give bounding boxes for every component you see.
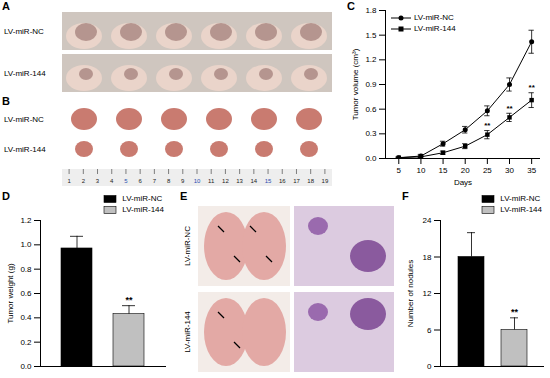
html-text:C: C	[347, 0, 355, 12]
svg-text:25: 25	[483, 166, 492, 175]
html-text:LV-miR-NC: LV-miR-NC	[414, 13, 454, 22]
svg-text:0.8: 0.8	[20, 265, 32, 274]
svg-text:14: 14	[250, 178, 257, 184]
svg-text:8: 8	[167, 178, 171, 184]
svg-text:2: 2	[82, 178, 86, 184]
svg-text:Number of nodules: Number of nodules	[406, 260, 415, 328]
svg-text:LV-miR-NC: LV-miR-NC	[183, 226, 192, 266]
svg-text:0.9: 0.9	[365, 80, 377, 89]
html-text:LV-miR-NC: LV-miR-NC	[500, 194, 541, 203]
svg-text:LV-miR-144: LV-miR-144	[4, 69, 46, 78]
svg-text:7: 7	[153, 178, 157, 184]
svg-text:0.6: 0.6	[365, 105, 377, 114]
svg-text:**: **	[125, 295, 133, 305]
html-text:B: B	[2, 95, 10, 107]
svg-text:9: 9	[181, 178, 185, 184]
svg-text:Days: Days	[454, 178, 472, 187]
svg-text:1.8: 1.8	[365, 6, 377, 15]
svg-text:1: 1	[67, 178, 71, 184]
svg-text:18: 18	[423, 253, 432, 262]
svg-text:0.2: 0.2	[20, 338, 32, 347]
svg-text:0.0: 0.0	[365, 154, 377, 163]
svg-text:3: 3	[96, 178, 100, 184]
svg-text:18: 18	[307, 178, 314, 184]
svg-text:Tumor volume (cm³): Tumor volume (cm³)	[351, 48, 360, 120]
svg-text:19: 19	[322, 178, 329, 184]
svg-text:**: **	[529, 83, 536, 92]
svg-text:**: **	[506, 104, 513, 113]
svg-text:35: 35	[527, 166, 536, 175]
svg-text:Tumor weight (g): Tumor weight (g)	[6, 263, 15, 324]
svg-text:**: **	[511, 307, 519, 317]
svg-text:24: 24	[423, 216, 432, 225]
html-text:LV-miR-144: LV-miR-144	[500, 205, 542, 214]
svg-text:**: **	[484, 121, 491, 130]
svg-text:0.0: 0.0	[20, 362, 32, 371]
svg-text:0.3: 0.3	[365, 129, 377, 138]
html-text:E: E	[180, 190, 188, 202]
svg-text:LV-miR-NC: LV-miR-NC	[4, 115, 44, 124]
html-text:LV-miR-144: LV-miR-144	[414, 24, 456, 33]
svg-text:5: 5	[124, 178, 128, 184]
svg-text:30: 30	[505, 166, 514, 175]
html-text:LV-miR-144: LV-miR-144	[122, 205, 164, 214]
html-text:F: F	[402, 190, 409, 202]
svg-text:6: 6	[138, 178, 142, 184]
svg-text:16: 16	[279, 178, 286, 184]
svg-text:0.4: 0.4	[20, 313, 32, 322]
svg-text:10: 10	[416, 166, 425, 175]
svg-text:12: 12	[423, 289, 432, 298]
svg-text:20: 20	[461, 166, 470, 175]
svg-text:LV-miR-144: LV-miR-144	[183, 311, 192, 353]
svg-text:17: 17	[293, 178, 300, 184]
svg-text:15: 15	[265, 178, 272, 184]
svg-text:1.5: 1.5	[365, 31, 377, 40]
svg-text:11: 11	[208, 178, 215, 184]
svg-text:LV-miR-144: LV-miR-144	[4, 145, 46, 154]
svg-text:13: 13	[236, 178, 243, 184]
svg-text:5: 5	[397, 166, 402, 175]
html-text:LV-miR-NC: LV-miR-NC	[122, 194, 163, 203]
svg-text:6: 6	[427, 326, 432, 335]
svg-text:4: 4	[110, 178, 114, 184]
svg-text:15: 15	[439, 166, 448, 175]
svg-text:12: 12	[222, 178, 229, 184]
svg-text:1.0: 1.0	[20, 240, 32, 249]
svg-text:0: 0	[427, 362, 432, 371]
svg-text:1.2: 1.2	[365, 55, 377, 64]
svg-text:10: 10	[194, 178, 201, 184]
svg-text:0.6: 0.6	[20, 289, 32, 298]
html-text:D: D	[2, 190, 10, 202]
svg-text:1.2: 1.2	[20, 216, 32, 225]
html-text:A: A	[2, 0, 10, 12]
svg-text:LV-miR-NC: LV-miR-NC	[4, 27, 44, 36]
